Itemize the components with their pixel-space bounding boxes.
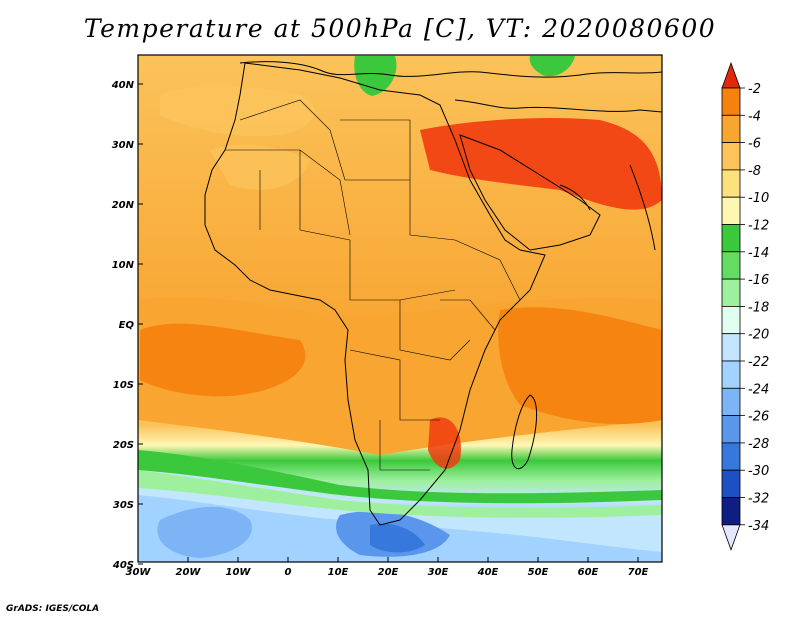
colorbar-swatch — [721, 360, 741, 389]
colorbar-label: -4 — [748, 109, 761, 124]
longitude-ticks: 30W 20W 10W 0 10E 20E 30E 40E 50E 60E 70E — [126, 557, 649, 578]
colorbar-swatch — [721, 196, 741, 225]
colorbar-swatch — [721, 278, 741, 307]
colorbar-label: -10 — [748, 191, 769, 206]
grads-credit: GrADS: IGES/COLA — [6, 604, 100, 614]
colorbar-label: -2 — [748, 82, 761, 97]
plot-frame — [137, 54, 663, 563]
latitude-ticks: 40N 30N 20N 10N EQ 10S 20S 30S 40S — [111, 80, 143, 571]
lat-tick-label: 10N — [112, 260, 135, 271]
lon-tick-label: 30E — [428, 567, 449, 578]
colorbar-swatch — [721, 415, 741, 444]
green-belt-south — [138, 450, 662, 504]
colorbar-label: -14 — [748, 246, 769, 261]
cool-patch-caucasus — [529, 56, 575, 77]
colorbar-label: -12 — [748, 219, 769, 234]
lon-tick-label: 10E — [328, 567, 349, 578]
arabian-peninsula-outline — [459, 134, 601, 251]
lon-tick-label: 60E — [578, 567, 599, 578]
lat-tick-label: EQ — [119, 320, 135, 331]
colorbar-label: -18 — [748, 300, 769, 315]
lon-tick-label: 50E — [528, 567, 549, 578]
colorbar-label: -20 — [748, 328, 769, 343]
colorbar-bottom-arrow — [721, 524, 741, 551]
colorbar-label: -32 — [748, 492, 769, 507]
warm-patch-atlantic — [140, 323, 306, 397]
lon-tick-label: 70E — [628, 567, 649, 578]
cool-patch-northwest-africa — [210, 144, 310, 190]
cold-core-south-africa-inner — [370, 523, 425, 553]
colorbar-swatch — [721, 251, 741, 280]
colorbar-swatch — [721, 114, 741, 144]
cool-patch-mediterranean — [354, 56, 397, 96]
colorbar-swatch — [721, 305, 741, 335]
warm-patch-middle-east — [420, 118, 662, 210]
colorbar-swatch — [721, 387, 741, 416]
colorbar-label: -8 — [748, 164, 761, 179]
persian-gulf — [559, 184, 591, 211]
warm-patch-indian-ocean — [498, 307, 662, 425]
lon-tick-label: 40E — [477, 567, 499, 578]
colorbar-swatch — [721, 333, 741, 362]
madagascar-outline — [511, 394, 538, 470]
country-borders — [225, 99, 521, 471]
colorbar-label: -6 — [748, 137, 761, 152]
colorbar-label: -16 — [748, 273, 769, 288]
lon-tick-label: 20E — [378, 567, 399, 578]
cold-core-south-atlantic — [157, 506, 252, 558]
middle-east-coast — [454, 99, 662, 113]
colorbar: -2 -4 -6 -8 -10 -12 -14 -16 -18 -20 -22 -24 -26 -28 -3… — [721, 61, 769, 551]
europe-coast — [239, 61, 662, 78]
lat-tick-label: 40S — [112, 560, 134, 571]
colorbar-label: -24 — [748, 382, 769, 397]
colorbar-label: -30 — [748, 464, 769, 479]
lat-tick-label: 10S — [113, 380, 134, 391]
warm-patch-sahara — [160, 85, 315, 137]
lon-tick-label: 10W — [226, 567, 252, 578]
lon-tick-label: 0 — [285, 567, 292, 578]
coastlines — [204, 61, 662, 526]
africa-outline — [204, 62, 546, 526]
colorbar-label: -34 — [748, 519, 769, 534]
colorbar-swatch — [721, 224, 741, 253]
lat-tick-label: 20N — [112, 200, 135, 211]
warm-patch-mozambique — [428, 417, 461, 469]
colorbar-label: -26 — [748, 410, 769, 425]
lon-tick-label: 30W — [126, 567, 152, 578]
colorbar-top-arrow — [721, 61, 741, 89]
colorbar-swatch — [721, 469, 741, 498]
colorbar-swatch — [721, 87, 741, 116]
colorbar-swatch — [721, 142, 741, 171]
colorbar-swatch — [721, 497, 741, 526]
colorbar-label: -28 — [748, 437, 769, 452]
lat-tick-label: 40N — [111, 80, 135, 91]
colorbar-swatch — [721, 442, 741, 471]
colorbar-swatch — [721, 169, 741, 198]
lat-tick-label: 30N — [112, 140, 135, 151]
lon-tick-label: 20W — [176, 567, 202, 578]
lat-tick-label: 30S — [113, 500, 134, 511]
green-belt-south-light — [138, 470, 662, 518]
map-title: Temperature at 500hPa [C], VT: 202008060… — [83, 14, 717, 43]
lat-tick-label: 20S — [113, 440, 134, 451]
india-coast — [629, 164, 656, 251]
colorbar-label: -22 — [748, 355, 769, 370]
